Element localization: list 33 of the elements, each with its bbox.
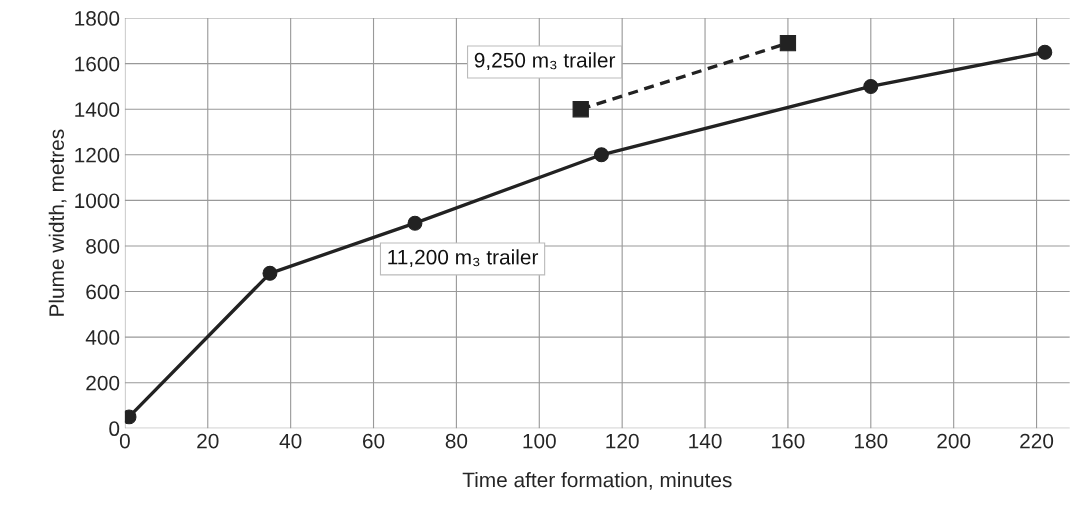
y-tick-label: 1400 [75, 102, 120, 117]
point [863, 78, 879, 94]
point [407, 215, 423, 231]
x-tick-label: 0 [119, 433, 130, 449]
series-label: 9,250 m₃ trailer [474, 52, 616, 71]
y-tick-label: 1800 [75, 11, 120, 26]
x-tick-label: 140 [689, 433, 722, 449]
series-label: 11,200 m₃ trailer [388, 249, 539, 268]
point [572, 101, 589, 118]
x-tick-label: 60 [363, 433, 385, 449]
x-tick-label: 160 [772, 433, 805, 449]
x-tick-label: 40 [279, 433, 302, 449]
x-tick-label: 180 [855, 433, 888, 449]
y-tick-label: 1000 [75, 193, 120, 209]
x-axis-title: Time after formation, minutes [462, 472, 732, 490]
point [1037, 44, 1053, 60]
y-tick-label: 200 [86, 375, 120, 391]
point [262, 265, 278, 281]
y-tick-label: 0 [109, 421, 120, 437]
point [593, 147, 609, 163]
x-tick-label: 100 [523, 433, 556, 449]
x-tick-label: 80 [445, 433, 468, 449]
y-tick-label: 400 [85, 330, 120, 345]
x-tick-label: 200 [937, 433, 971, 449]
point [779, 34, 797, 52]
y-tick-label: 1600 [75, 56, 120, 72]
x-tick-label: 120 [606, 433, 639, 449]
y-axis-title: Plume width, metres [48, 129, 67, 316]
x-tick-label: 20 [197, 433, 219, 449]
x-tick-label: 220 [1020, 433, 1054, 449]
y-tick-label: 800 [86, 238, 120, 254]
y-tick-label: 600 [86, 284, 120, 300]
y-tick-label: 1200 [75, 147, 120, 163]
